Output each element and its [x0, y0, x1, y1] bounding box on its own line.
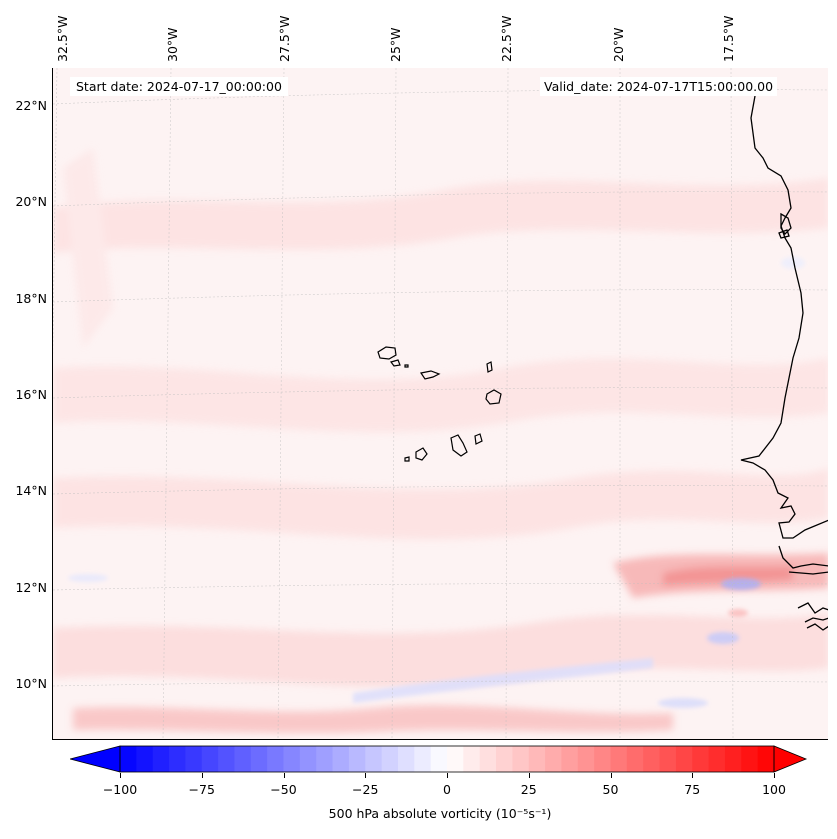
colorbar-segment	[348, 746, 366, 772]
colorbar-segment	[659, 746, 677, 772]
colorbar-segment	[316, 746, 334, 772]
colorbar-tick-label: 50	[602, 782, 619, 797]
valid-date-label: Valid_date: 2024-07-17T15:00:00.00	[540, 77, 778, 96]
colorbar-tick-label: −25	[352, 782, 379, 797]
colorbar-outline	[119, 745, 775, 773]
colorbar-segment	[283, 746, 301, 772]
colorbar-segment	[626, 746, 644, 772]
colorbar-segment	[724, 746, 742, 772]
lon-label-32-5w: 32.5°W	[55, 15, 70, 62]
colorbar-extend-low	[70, 745, 121, 773]
lat-label-18n: 18°N	[15, 291, 47, 306]
colorbar-segment	[447, 746, 464, 772]
island-maio	[474, 433, 483, 445]
colorbar-segment	[708, 746, 726, 772]
island-boa-vista	[485, 389, 502, 405]
start-date-label: Start date: 2024-07-17_00:00:00	[70, 77, 288, 96]
colorbar-segment	[430, 746, 448, 772]
lon-label-30w: 30°W	[165, 27, 180, 62]
colorbar-segment	[136, 746, 154, 772]
colorbar-segments	[120, 746, 775, 772]
colorbar-tick-label: 25	[520, 782, 537, 797]
colorbar-tick-mark	[365, 773, 367, 778]
colorbar-segment	[120, 746, 137, 772]
colorbar-segment	[365, 746, 383, 772]
island-fogo	[415, 447, 428, 461]
colorbar-segment	[496, 746, 513, 772]
lon-label-20w: 20°W	[611, 27, 626, 62]
colorbar-segment	[414, 746, 432, 772]
colorbar-segment	[201, 746, 219, 772]
colorbar-segment	[757, 746, 775, 772]
colorbar-extend-high	[773, 745, 808, 773]
colorbar-segment	[381, 746, 399, 772]
colorbar-segment	[594, 746, 612, 772]
island-sao-vicente	[389, 359, 401, 367]
colorbar-tick-label: 75	[684, 782, 701, 797]
colorbar-segment	[675, 746, 693, 772]
colorbar-segment	[692, 746, 710, 772]
colorbar-segment	[218, 746, 236, 772]
island-santo-antao	[377, 346, 397, 360]
lon-label-17-5w: 17.5°W	[721, 15, 736, 62]
colorbar-tick-mark	[447, 773, 448, 778]
lat-label-10n: 10°N	[15, 676, 47, 691]
lat-label-20n: 20°N	[15, 194, 47, 209]
lon-label-27-5w: 27.5°W	[277, 15, 292, 62]
colorbar-segment	[169, 746, 186, 772]
colorbar-tick-label: −75	[188, 782, 215, 797]
colorbar-segment	[397, 746, 415, 772]
colorbar-segment	[610, 746, 628, 772]
cape-verde-islands	[377, 346, 502, 462]
colorbar-tick-label: 0	[443, 782, 451, 797]
colorbar	[70, 745, 808, 773]
colorbar-segment	[463, 746, 481, 772]
island-brava	[404, 456, 410, 462]
colorbar-tick-mark	[610, 773, 612, 778]
lat-label-22n: 22°N	[15, 98, 47, 113]
map-canvas	[53, 68, 828, 739]
vorticity-field	[53, 68, 828, 739]
colorbar-tick-mark	[120, 773, 121, 778]
lon-label-25w: 25°W	[388, 27, 403, 62]
colorbar-segment	[643, 746, 661, 772]
island-santiago	[450, 434, 468, 457]
island-sao-nicolau	[420, 370, 441, 380]
island-sal	[486, 361, 493, 373]
colorbar-segment	[545, 746, 563, 772]
lon-label-22-5w: 22.5°W	[499, 15, 514, 62]
lat-label-12n: 12°N	[15, 580, 47, 595]
lat-label-16n: 16°N	[15, 387, 47, 402]
colorbar-segment	[561, 746, 579, 772]
colorbar-segment	[152, 746, 170, 772]
colorbar-tick-mark	[201, 773, 203, 778]
colorbar-segment	[299, 746, 317, 772]
colorbar-tick-label: −100	[102, 782, 138, 797]
colorbar-tick-label: −50	[270, 782, 297, 797]
graticule	[53, 68, 828, 739]
colorbar-segment	[528, 746, 546, 772]
colorbar-segment	[577, 746, 595, 772]
colorbar-tick-mark	[774, 773, 775, 778]
colorbar-tick-label: 100	[762, 782, 786, 797]
colorbar-segment	[234, 746, 252, 772]
colorbar-segment	[479, 746, 497, 772]
colorbar-segment	[185, 746, 203, 772]
vorticity-map	[52, 68, 828, 740]
colorbar-label: 500 hPa absolute vorticity (10⁻⁵s⁻¹)	[328, 806, 552, 821]
colorbar-tick-mark	[528, 773, 530, 778]
colorbar-segment	[250, 746, 268, 772]
colorbar-segment	[512, 746, 530, 772]
colorbar-tick-mark	[283, 773, 285, 778]
island-santa-luzia	[404, 364, 409, 368]
colorbar-segment	[332, 746, 350, 772]
colorbar-tick-mark	[692, 773, 694, 778]
lat-label-14n: 14°N	[15, 483, 47, 498]
west-africa-coastline	[740, 95, 828, 631]
colorbar-segment	[741, 746, 759, 772]
colorbar-segment	[267, 746, 285, 772]
